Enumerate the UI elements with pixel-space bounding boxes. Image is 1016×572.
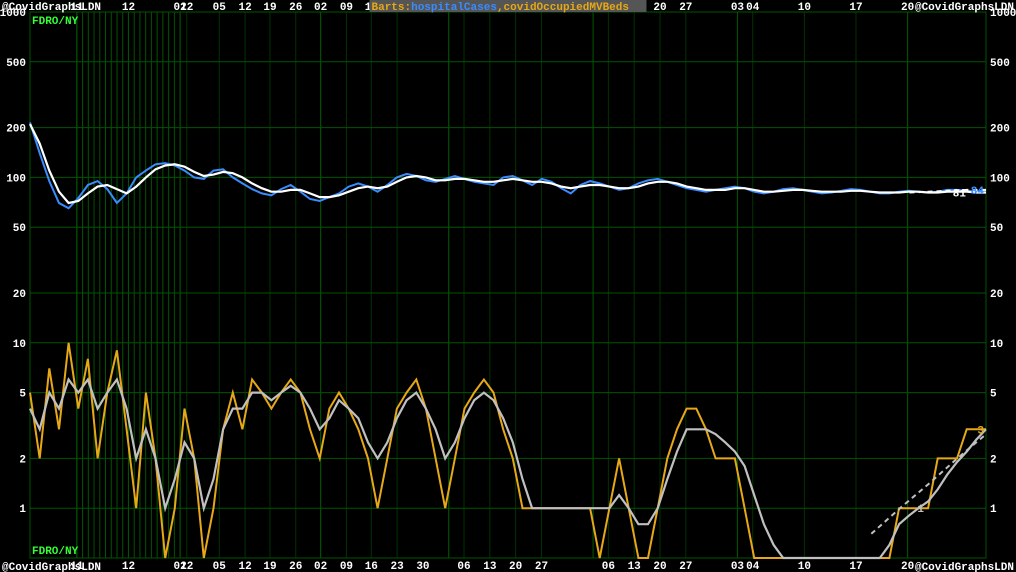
y-tick-left: 2 — [19, 454, 26, 466]
x-tick-top: 27 — [679, 2, 692, 14]
x-tick-bottom: 30 — [416, 561, 429, 572]
x-tick-bottom: 20 — [653, 561, 666, 572]
endlabel-hospital-smooth: 81 — [953, 189, 967, 201]
y-tick-right: 500 — [990, 58, 1010, 70]
watermark: @CovidGraphsLDN — [2, 562, 101, 572]
x-tick-top: 19 — [263, 2, 276, 14]
x-tick-bottom: 22 — [180, 561, 193, 572]
x-tick-bottom: 26 — [289, 561, 302, 572]
y-tick-left: 500 — [6, 58, 26, 70]
x-tick-top: 22 — [180, 2, 193, 14]
endlabel-mvbeds-smooth: 1 — [917, 504, 924, 516]
y-tick-left: 5 — [19, 389, 26, 401]
x-tick-bottom: 04 — [746, 561, 760, 572]
x-tick-bottom: 12 — [238, 561, 251, 572]
chart-svg: 1122551010202050501001002002005005001000… — [0, 0, 1016, 572]
x-tick-bottom: 05 — [213, 561, 227, 572]
x-tick-bottom: 02 — [314, 561, 327, 572]
y-tick-right: 10 — [990, 339, 1003, 351]
y-tick-left: 1 — [19, 504, 26, 516]
x-tick-bottom: 13 — [628, 561, 642, 572]
x-tick-bottom: 20 — [901, 561, 914, 572]
y-tick-left: 20 — [13, 289, 26, 301]
x-tick-bottom: 06 — [457, 561, 470, 572]
x-tick-bottom: 16 — [365, 561, 378, 572]
y-tick-left: 50 — [13, 223, 26, 235]
x-tick-bottom: 13 — [483, 561, 497, 572]
x-tick-top: 02 — [314, 2, 327, 14]
x-tick-bottom: 27 — [535, 561, 548, 572]
x-tick-bottom: 06 — [602, 561, 615, 572]
x-tick-bottom: 17 — [849, 561, 862, 572]
chart-title: Barts:hospitalCases,covidOccupiedMVBeds — [372, 2, 629, 14]
endlabel-mvbeds-raw: 3 — [977, 425, 984, 437]
x-tick-bottom: 03 — [731, 561, 745, 572]
x-tick-top: 17 — [849, 2, 862, 14]
y-tick-left: 100 — [6, 173, 26, 185]
x-tick-bottom: 09 — [340, 561, 353, 572]
y-tick-right: 50 — [990, 223, 1003, 235]
x-tick-top: 04 — [746, 2, 760, 14]
x-tick-top: 20 — [901, 2, 914, 14]
chart-container: 1122551010202050501001002002005005001000… — [0, 0, 1016, 572]
y-tick-right: 200 — [990, 124, 1010, 136]
x-tick-bottom: 20 — [509, 561, 522, 572]
x-tick-top: 12 — [122, 2, 135, 14]
watermark: @CovidGraphsLDN — [2, 2, 101, 14]
y-tick-right: 100 — [990, 173, 1010, 185]
y-tick-left: 200 — [6, 124, 26, 136]
y-tick-left: 10 — [13, 339, 26, 351]
x-tick-bottom: 10 — [798, 561, 811, 572]
watermark: @CovidGraphsLDN — [915, 2, 1014, 14]
x-tick-bottom: 27 — [679, 561, 692, 572]
y-tick-right: 20 — [990, 289, 1003, 301]
x-tick-top: 10 — [798, 2, 811, 14]
x-tick-top: 12 — [238, 2, 251, 14]
y-tick-right: 1 — [990, 504, 997, 516]
watermark: @CovidGraphsLDN — [915, 562, 1014, 572]
y-tick-right: 5 — [990, 389, 997, 401]
x-tick-bottom: 19 — [263, 561, 276, 572]
x-tick-bottom: 23 — [391, 561, 405, 572]
x-tick-top: 20 — [653, 2, 666, 14]
fdro-label: FDRO/NY — [32, 546, 79, 558]
x-tick-top: 03 — [731, 2, 745, 14]
endlabel-hospital-raw: 84 — [971, 186, 985, 198]
x-tick-top: 05 — [213, 2, 227, 14]
x-tick-top: 09 — [340, 2, 353, 14]
y-tick-right: 2 — [990, 454, 997, 466]
x-tick-bottom: 12 — [122, 561, 135, 572]
x-tick-top: 26 — [289, 2, 302, 14]
fdro-label: FDRO/NY — [32, 16, 79, 28]
